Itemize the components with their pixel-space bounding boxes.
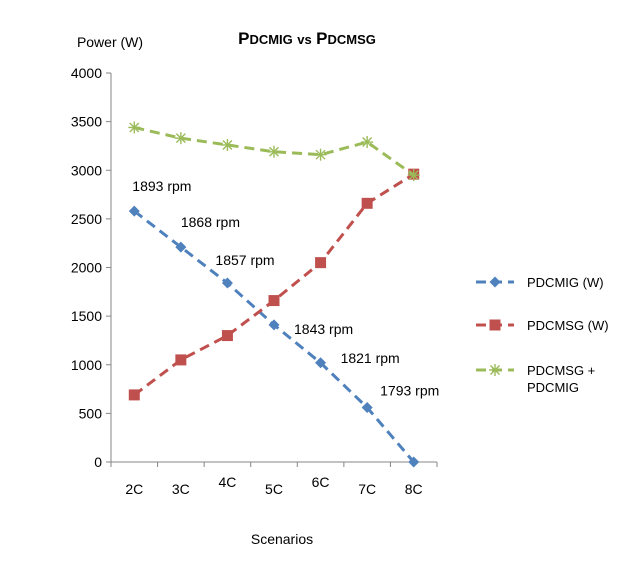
point-marker	[361, 197, 373, 209]
point-marker	[128, 389, 140, 401]
y-tick-label: 2000	[71, 260, 102, 276]
point-marker	[489, 319, 501, 331]
point-marker	[128, 121, 141, 134]
legend-entry: PDCMSG (W)	[476, 318, 609, 333]
point-marker	[361, 402, 373, 414]
point-marker	[175, 241, 187, 253]
data-annotation: 1793 rpm	[380, 383, 439, 399]
point-marker	[175, 354, 187, 366]
series-1	[128, 205, 420, 468]
y-tick-label: 3000	[71, 162, 102, 178]
data-annotation: 1893 rpm	[132, 178, 191, 194]
point-marker	[221, 277, 233, 289]
point-marker	[408, 456, 420, 468]
x-tick-label: 2C	[125, 481, 143, 497]
data-annotation: 1821 rpm	[341, 350, 400, 366]
point-marker	[407, 169, 420, 182]
point-marker	[315, 357, 327, 369]
series-layer	[128, 121, 420, 468]
x-axis-ticks: 2C 3C 4C 5C 6C 7C 8C	[110, 462, 438, 497]
point-marker	[361, 136, 374, 149]
point-marker	[315, 257, 327, 269]
point-marker	[314, 148, 327, 161]
y-tick-label: 500	[79, 405, 103, 421]
x-tick-label: 5C	[265, 481, 283, 497]
y-tick-label: 3500	[71, 114, 102, 130]
legend-label: PDCMIG	[527, 380, 579, 395]
series-line	[133, 209, 415, 463]
point-marker	[174, 132, 187, 145]
chart-title: PDCMIG vs PDCMSG	[238, 29, 376, 48]
legend-entry: PDCMIG (W)	[476, 275, 604, 290]
x-tick-label: 3C	[172, 481, 190, 497]
x-axis-label: Scenarios	[251, 531, 313, 547]
point-marker	[489, 276, 501, 288]
y-tick-label: 2500	[71, 211, 102, 227]
point-marker	[268, 145, 280, 158]
legend-entry: PDCMSG + PDCMIG	[476, 363, 595, 395]
x-tick-label: 8C	[405, 481, 423, 497]
y-tick-label: 4000	[71, 65, 102, 81]
data-annotation: 1843 rpm	[294, 321, 353, 337]
series-3	[128, 121, 420, 182]
y-tick-label: 1500	[71, 308, 102, 324]
y-tick-label: 0	[94, 454, 102, 470]
legend: PDCMIG (W) PDCMSG (W) PDCMSG + PDCMIG	[476, 275, 609, 395]
data-annotation: 1857 rpm	[215, 252, 274, 268]
legend-label: PDCMIG (W)	[527, 275, 604, 290]
y-axis-label: Power (W)	[77, 34, 143, 50]
x-tick-label: 4C	[218, 474, 236, 490]
y-axis-ticks: 0 500 1000 1500 2000 2500 3000 3500 4000	[71, 65, 111, 470]
legend-label: PDCMSG (W)	[527, 318, 609, 333]
data-annotation: 1868 rpm	[181, 214, 240, 230]
point-marker	[221, 330, 233, 342]
annotation-layer: 1893 rpm 1868 rpm 1857 rpm 1843 rpm 1821 rpm…	[132, 178, 439, 398]
legend-label: PDCMSG +	[527, 363, 595, 378]
x-tick-label: 7C	[358, 481, 376, 497]
point-marker	[128, 205, 140, 217]
point-marker	[221, 138, 234, 151]
y-tick-label: 1000	[71, 357, 102, 373]
point-marker	[268, 295, 280, 307]
point-marker	[489, 364, 501, 376]
x-tick-label: 6C	[312, 474, 330, 490]
point-marker	[268, 319, 280, 331]
